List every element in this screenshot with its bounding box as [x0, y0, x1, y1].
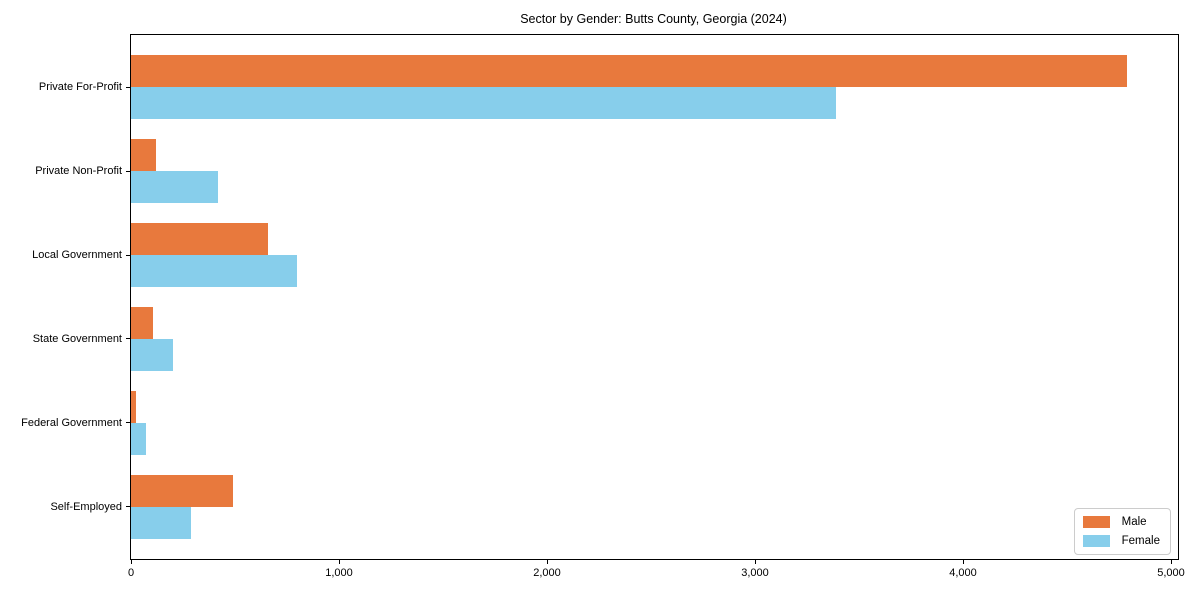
x-tick-label-5,000: 5,000 [1157, 567, 1185, 579]
legend-entry-female: Female [1082, 534, 1160, 548]
bar-male-private-non-profit [131, 139, 156, 172]
legend-label-male: Male [1121, 516, 1147, 528]
legend-entry-male: Male [1082, 515, 1160, 529]
legend-label-female: Female [1121, 535, 1160, 547]
legend-swatch-male [1082, 516, 1110, 528]
legend: Male Female [1073, 508, 1171, 555]
x-tick-3,000 [754, 559, 756, 564]
bar-male-state-government [131, 307, 153, 339]
y-tick-local-government [126, 254, 131, 256]
x-tick-label-4,000: 4,000 [949, 567, 977, 579]
x-tick-label-0: 0 [127, 567, 135, 579]
x-tick-label-2,000: 2,000 [533, 567, 561, 579]
y-tick-private-for-profit [126, 86, 131, 88]
bar-female-self-employed [131, 506, 192, 539]
bar-female-state-government [131, 338, 173, 371]
bar-male-private-for-profit [131, 55, 1128, 88]
x-tick-1,000 [338, 559, 340, 564]
x-tick-2,000 [546, 559, 548, 564]
bar-female-private-for-profit [131, 87, 837, 119]
category-label-federal-government: Federal Government [21, 416, 122, 429]
bar-female-local-government [131, 255, 298, 287]
bar-male-self-employed [131, 475, 233, 507]
bar-female-federal-government [131, 422, 146, 455]
bar-female-private-non-profit [131, 171, 219, 203]
y-tick-private-non-profit [126, 170, 131, 172]
y-tick-self-employed [126, 506, 131, 508]
bar-male-local-government [131, 223, 269, 255]
x-tick-label-1,000: 1,000 [325, 567, 353, 579]
chart-title: Sector by Gender: Butts County, Georgia … [520, 12, 787, 26]
x-tick-5,000 [1170, 559, 1172, 564]
y-tick-federal-government [126, 422, 131, 424]
legend-swatch-female [1082, 535, 1110, 547]
category-label-private-non-profit: Private Non-Profit [35, 165, 122, 178]
category-label-state-government: State Government [32, 332, 122, 345]
x-tick-0 [130, 559, 132, 564]
y-tick-state-government [126, 338, 131, 340]
plot-area: Male Female Private For-Profit Private No… [21, 34, 1185, 579]
bar-male-federal-government [131, 391, 137, 423]
category-label-self-employed: Self-Employed [50, 500, 122, 513]
x-tick-4,000 [962, 559, 964, 564]
x-tick-label-3,000: 3,000 [741, 567, 769, 579]
category-label-private-for-profit: Private For-Profit [38, 81, 122, 94]
category-label-local-government: Local Government [32, 249, 122, 261]
